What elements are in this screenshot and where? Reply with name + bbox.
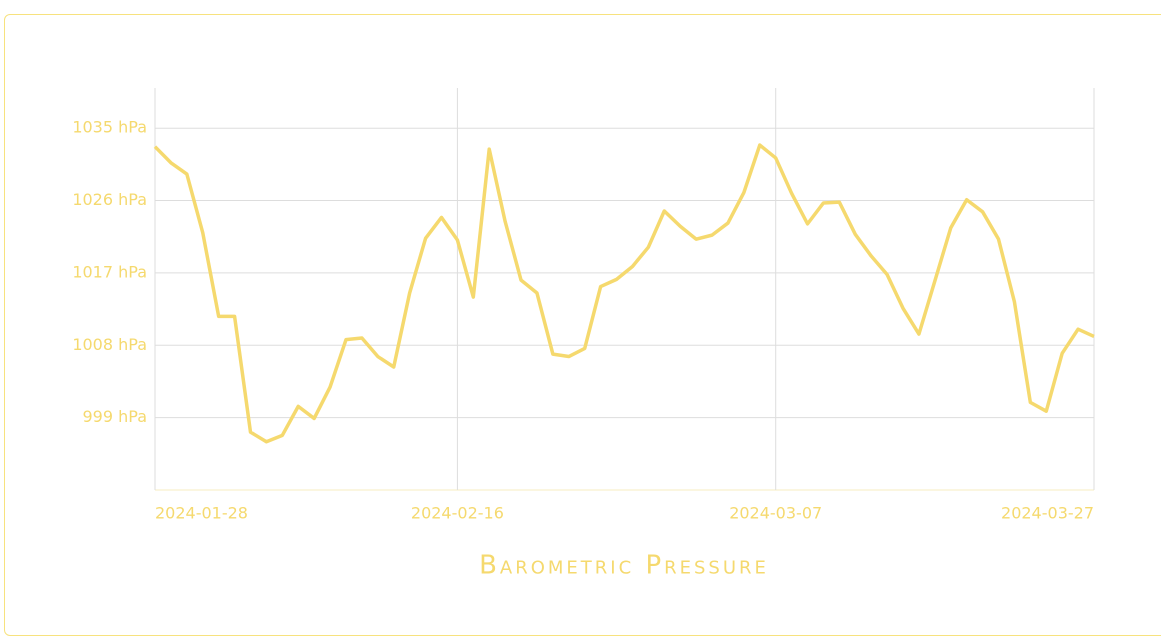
x-tick-label: 2024-03-27 [1001, 504, 1094, 523]
chart-title: Barometric Pressure [479, 551, 769, 581]
page: Barometric Pressure 999 hPa 1008 hPa 1017 … [4, 14, 1161, 636]
chart: Barometric Pressure 999 hPa 1008 hPa 1017 … [72, 88, 1095, 581]
data-line [153, 143, 1095, 444]
y-tick-label: 1035 hPa [72, 118, 147, 137]
y-tick-label: 1026 hPa [72, 190, 147, 209]
x-tick-label: 2024-03-07 [729, 504, 822, 523]
x-tick-label: 2024-01-28 [155, 504, 248, 523]
y-tick-label: 1017 hPa [72, 262, 147, 281]
y-tick-label: 1008 hPa [72, 335, 147, 354]
x-tick-label: 2024-02-16 [411, 504, 504, 523]
y-tick-label: 999 hPa [83, 407, 148, 426]
